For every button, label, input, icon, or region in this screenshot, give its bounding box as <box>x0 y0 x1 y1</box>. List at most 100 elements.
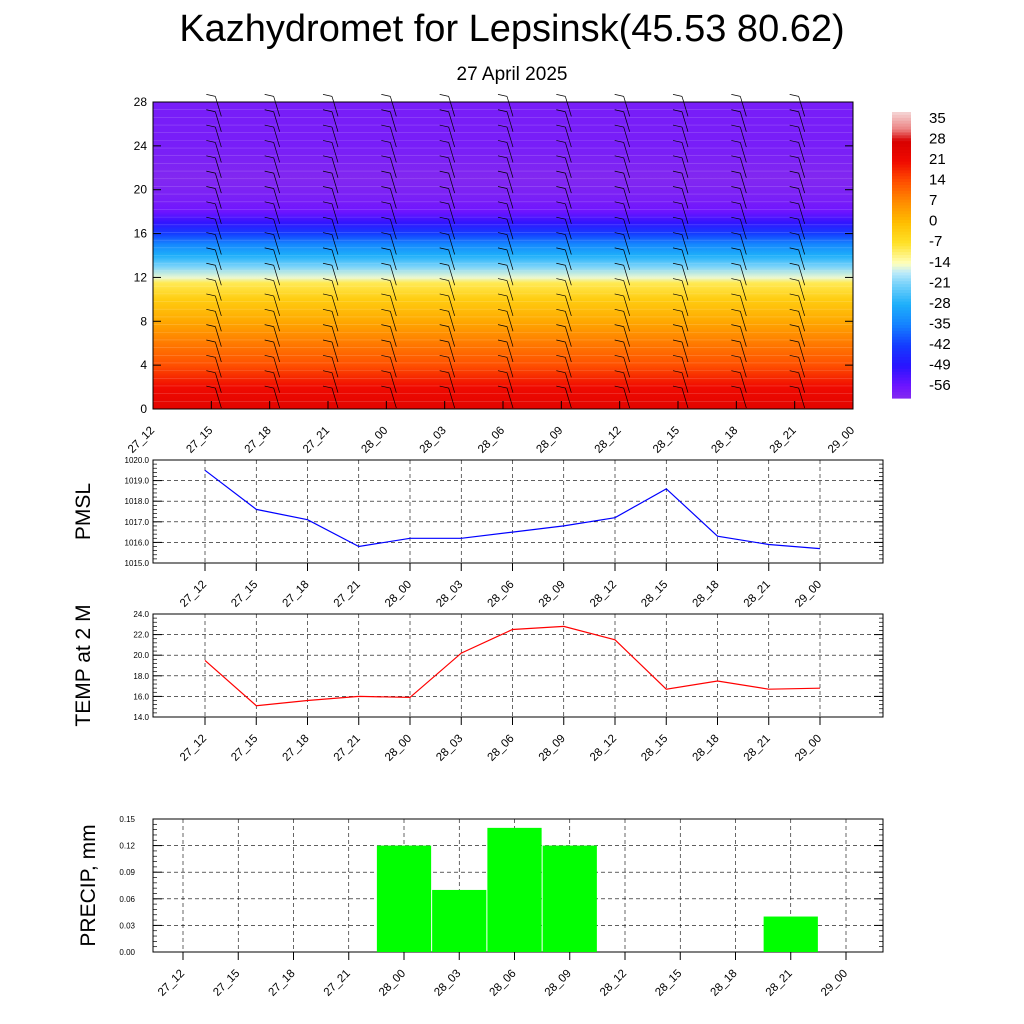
wind-barb-flag <box>206 354 216 358</box>
wind-barb <box>273 372 281 393</box>
wind-barb-flag <box>206 186 216 189</box>
colorbar-cell <box>892 141 911 145</box>
y-tick-label: 24.0 <box>133 610 149 619</box>
wind-barb-flag <box>731 140 741 143</box>
wind-barb-flag <box>556 339 566 343</box>
wind-barb <box>798 111 806 132</box>
y-tick-label: 1017.0 <box>125 518 150 527</box>
wind-barb <box>798 157 806 178</box>
wind-barb-flag <box>439 247 449 251</box>
x-tick-label: 28_15 <box>639 733 670 764</box>
wind-barb <box>214 387 222 409</box>
wind-barb <box>564 341 572 363</box>
wind-barb-flag <box>381 370 391 374</box>
colorbar-cell <box>892 249 911 253</box>
chart-title: Kazhydromet for Lepsinsk(45.53 80.62) <box>179 8 845 50</box>
colorbar-cell <box>892 377 911 382</box>
wind-barb-flag <box>264 293 274 297</box>
wind-barb <box>506 157 514 178</box>
cross-section-panel: 0 4 8 12 16 20 24 28 27_12 27_15 27_18 27_21 28_00 28… <box>126 94 857 456</box>
colorbar-cell <box>892 298 911 303</box>
wind-barb <box>448 311 456 332</box>
wind-barb-flag <box>264 94 274 97</box>
wind-barb <box>273 111 281 132</box>
wind-barb <box>681 188 689 209</box>
wind-barb <box>448 203 456 224</box>
wind-barb-flag <box>381 354 391 358</box>
wind-barb <box>739 357 747 378</box>
colorbar-cell <box>892 330 911 335</box>
wind-barb-flag <box>206 308 216 312</box>
wind-barb-flag <box>381 170 391 174</box>
precip-bar <box>376 845 432 952</box>
wind-barb-flag <box>206 339 216 343</box>
wind-barb <box>798 188 806 209</box>
colorbar-cell <box>892 310 911 314</box>
wind-barb-flag <box>614 262 624 266</box>
x-tick-label: 28_21 <box>742 579 773 610</box>
x-tick-label: 27_15 <box>211 968 242 999</box>
x-tick-label: 28_12 <box>588 579 619 610</box>
colorbar-cell <box>892 255 911 259</box>
wind-barb <box>623 126 631 148</box>
wind-barb <box>273 157 281 178</box>
precip-bar <box>542 845 597 952</box>
wind-barb <box>798 387 806 409</box>
wind-barb-flag <box>556 354 566 358</box>
wind-barb <box>506 280 514 301</box>
wind-barb-flag <box>264 216 274 220</box>
wind-barb-flag <box>614 278 624 281</box>
wind-barb <box>681 265 689 286</box>
wind-barb-flag <box>731 324 741 327</box>
colorbar-cell <box>892 278 911 282</box>
wind-barb-flag <box>614 232 624 235</box>
wind-barb <box>214 249 222 270</box>
wind-barb-flag <box>614 109 624 113</box>
colorbar-label: -49 <box>929 356 951 373</box>
colorbar-cell <box>892 129 911 134</box>
wind-barb-flag <box>206 293 216 297</box>
wind-barb-flag <box>381 94 391 97</box>
colorbar-cell <box>892 117 911 122</box>
wind-barb <box>214 311 222 332</box>
wind-barb-flag <box>497 308 508 312</box>
wind-barb <box>739 126 747 148</box>
wind-barb-flag <box>731 247 741 251</box>
wind-barb <box>448 357 456 378</box>
colorbar-cell <box>892 301 911 306</box>
wind-barb <box>331 111 339 132</box>
wind-barb-flag <box>556 124 566 128</box>
wind-barb-flag <box>264 262 274 266</box>
x-tick-label: 27_15 <box>229 733 260 764</box>
wind-barb <box>564 203 572 224</box>
y-tick-label: 1019.0 <box>125 477 150 486</box>
wind-barb <box>506 188 514 209</box>
wind-barb <box>448 126 456 148</box>
wind-barb-flag <box>731 201 741 205</box>
wind-barb-flag <box>264 124 274 128</box>
wind-barb <box>331 173 339 194</box>
wind-barb <box>389 203 397 224</box>
wind-barb <box>448 157 456 178</box>
wind-barb-flag <box>731 186 741 189</box>
colorbar-cell <box>892 217 911 221</box>
wind-barb <box>214 203 222 224</box>
wind-barb-flag <box>264 324 274 327</box>
wind-barb <box>273 188 281 209</box>
wind-barb-flag <box>206 201 216 205</box>
x-tick-label: 28_00 <box>359 425 390 456</box>
wind-barb <box>506 111 514 132</box>
wind-barb <box>331 188 339 209</box>
colorbar-label: -21 <box>929 274 951 291</box>
x-tick-label: 28_09 <box>543 968 574 999</box>
colorbar-label: -56 <box>929 377 951 394</box>
wind-barb <box>681 234 689 255</box>
colorbar-cell <box>892 112 911 116</box>
wind-barb-flag <box>381 124 391 128</box>
colorbar-cell <box>892 144 911 148</box>
wind-barb <box>681 173 689 194</box>
wind-barb-flag <box>672 155 683 159</box>
wind-barb <box>623 111 631 132</box>
wind-barb <box>739 311 747 332</box>
wind-barb <box>798 372 806 393</box>
